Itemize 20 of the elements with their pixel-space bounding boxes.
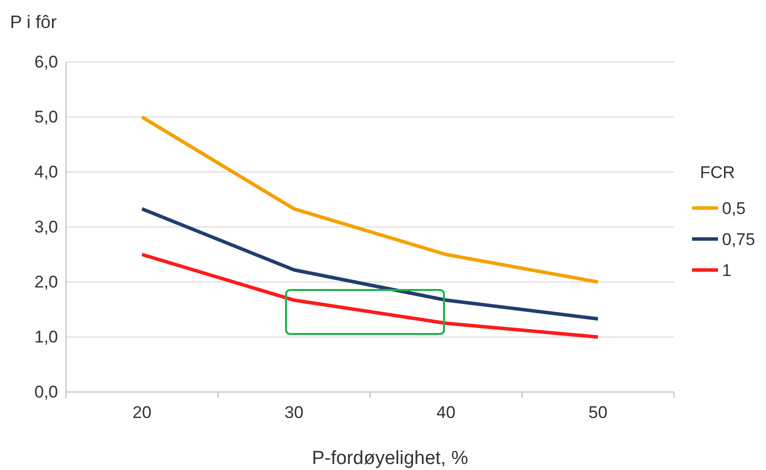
legend-title: FCR	[700, 163, 735, 182]
y-tick-label: 1,0	[34, 327, 58, 346]
legend-label: 0,75	[722, 230, 756, 249]
line-series	[140, 207, 600, 321]
line-series	[140, 252, 600, 339]
y-tick-label: 2,0	[34, 272, 58, 292]
x-tick-label: 20	[132, 403, 152, 422]
legend-label: 0,5	[722, 199, 746, 218]
y-tick-label: 6,0	[34, 52, 58, 72]
x-tick-label: 30	[284, 403, 304, 422]
y-tick-label: 3,0	[34, 217, 58, 236]
x-tick-label: 50	[588, 403, 608, 422]
y-tick-label: 0,0	[34, 382, 58, 402]
x-axis-title: P-fordøyelighet, %	[312, 448, 468, 469]
legend-label: 1	[722, 261, 732, 280]
x-tick-label: 40	[436, 403, 456, 422]
y-axis-title: P i fôr	[10, 12, 57, 32]
line-series	[140, 115, 600, 284]
y-tick-label: 4,0	[34, 162, 58, 182]
y-tick-label: 5,0	[34, 107, 58, 126]
